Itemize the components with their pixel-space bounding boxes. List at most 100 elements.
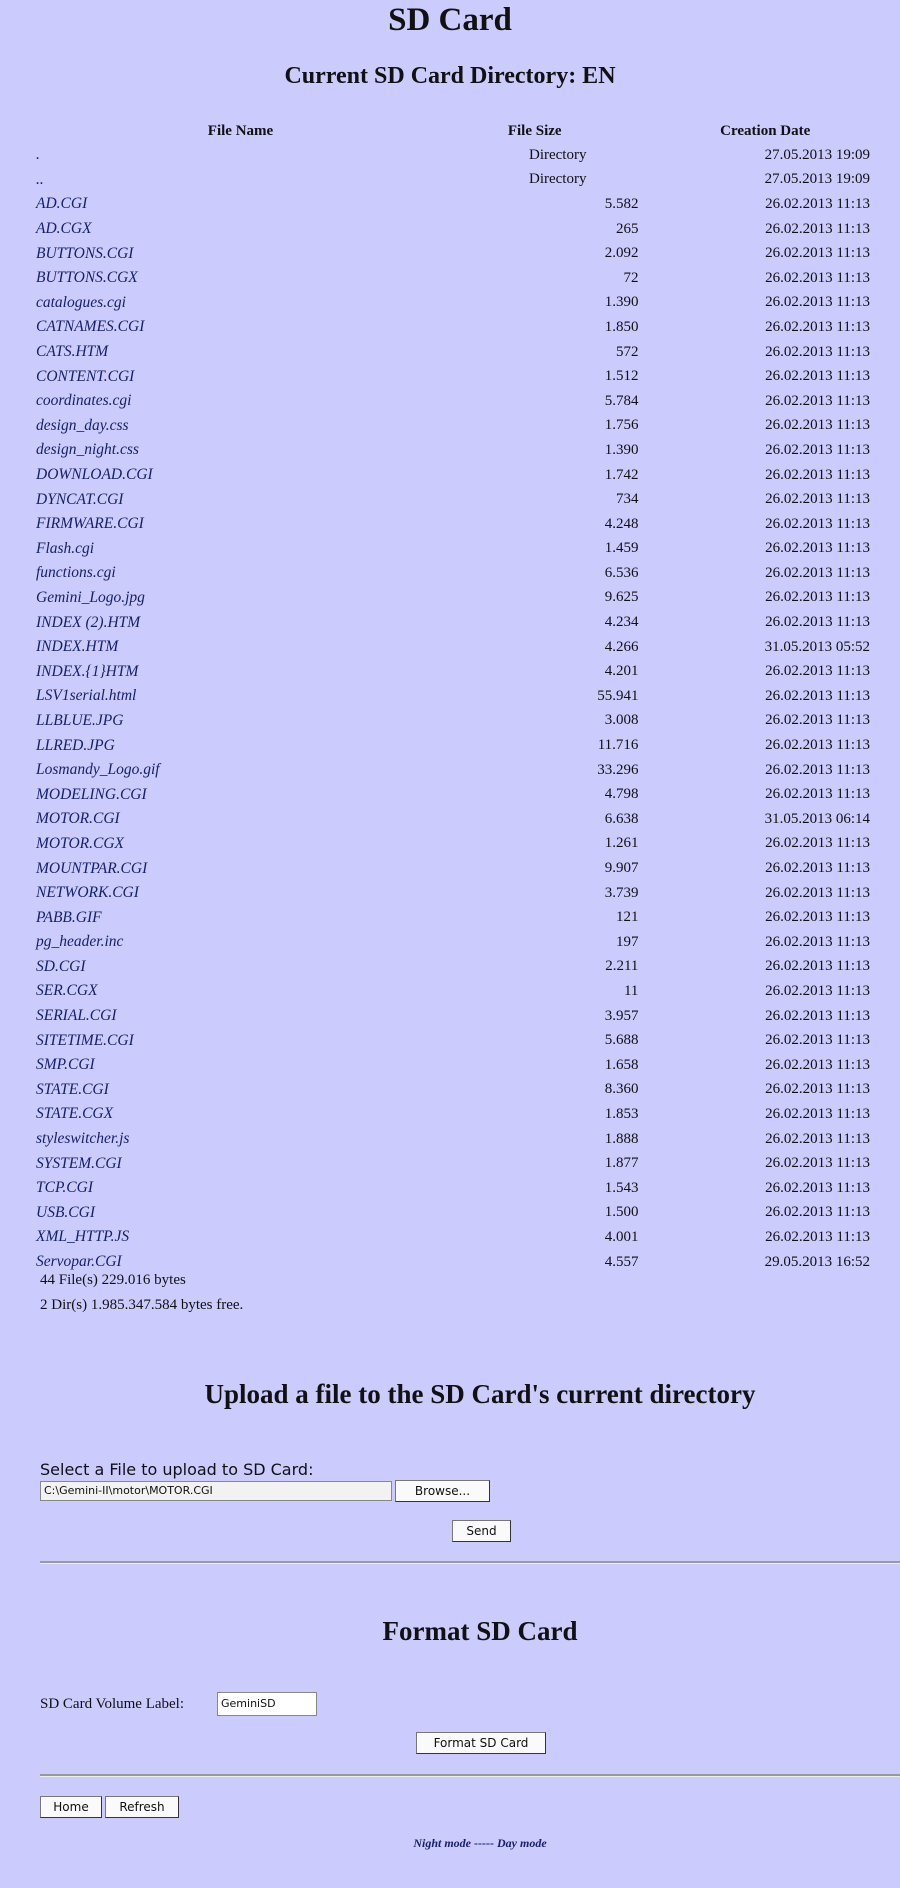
file-name-link[interactable]: INDEX (2).HTM [36,613,141,631]
creation-date: 26.02.2013 11:13 [765,515,870,532]
file-name-link[interactable]: LLBLUE.JPG [36,711,124,729]
volume-label-input[interactable]: GeminiSD [217,1692,317,1716]
file-name-link[interactable]: TCP.CGI [36,1179,93,1197]
table-row: styleswitcher.js 1.888 26.02.2013 11:13 [36,1127,870,1152]
file-name-link[interactable]: coordinates.cgi [36,392,132,410]
file-name-link[interactable]: NETWORK.CGI [36,884,139,902]
table-row: LLRED.JPG 11.716 26.02.2013 11:13 [36,733,870,758]
file-size: 9.625 [604,589,639,606]
file-name-link[interactable]: design_night.css [36,441,139,459]
creation-date: 26.02.2013 11:13 [765,884,870,901]
upload-label: Select a File to upload to SD Card: [40,1460,314,1479]
file-name-link[interactable]: LSV1serial.html [36,687,137,705]
file-size: 1.459 [604,540,639,557]
file-name-link[interactable]: STATE.CGX [36,1105,114,1123]
creation-date: 26.02.2013 11:13 [765,564,870,581]
creation-date: 26.02.2013 11:13 [765,1204,870,1221]
creation-date: 26.02.2013 11:13 [765,294,870,311]
file-name-link[interactable]: MODELING.CGI [36,785,147,803]
creation-date: 26.02.2013 11:13 [765,860,870,877]
file-name-link[interactable]: Losmandy_Logo.gif [36,761,160,779]
home-button[interactable]: Home [40,1796,102,1818]
file-name-link[interactable]: INDEX.HTM [36,638,119,656]
file-name-link[interactable]: XML_HTTP.JS [36,1228,130,1246]
file-name-link[interactable]: BUTTONS.CGX [36,269,138,287]
table-row: Flash.cgi 1.459 26.02.2013 11:13 [36,537,870,562]
creation-date: 26.02.2013 11:13 [765,220,870,237]
file-name-link[interactable]: MOUNTPAR.CGI [36,859,148,877]
directory-title: Current SD Card Directory: EN [284,63,616,89]
file-name-link[interactable]: SERIAL.CGI [36,1007,117,1025]
upload-file-input[interactable]: C:\Gemini-II\motor\MOTOR.CGI [40,1481,392,1501]
file-name-link[interactable]: design_day.css [36,416,129,434]
creation-date: 27.05.2013 19:09 [764,146,870,163]
table-row: DYNCAT.CGI 734 26.02.2013 11:13 [36,487,870,512]
creation-date: 26.02.2013 11:13 [765,663,870,680]
file-size: 4.248 [604,515,639,532]
creation-date: 26.02.2013 11:13 [765,909,870,926]
table-row: USB.CGI 1.500 26.02.2013 11:13 [36,1201,870,1226]
creation-date: 26.02.2013 11:13 [765,540,870,557]
night-mode-link[interactable]: Night mode [413,1836,472,1850]
file-size: 11 [623,982,639,999]
file-name-link[interactable]: DYNCAT.CGI [36,490,124,508]
file-name-link[interactable]: AD.CGX [36,220,92,238]
file-name-link[interactable]: catalogues.cgi [36,293,126,311]
file-size: 1.850 [604,318,639,335]
file-size: 1.877 [604,1155,639,1172]
file-name-link[interactable]: CATNAMES.CGI [36,318,145,336]
file-size: 734 [615,491,639,508]
file-name-link[interactable]: STATE.CGI [36,1080,109,1098]
file-name-link[interactable]: INDEX.{1}HTM [36,662,139,680]
file-name-link[interactable]: CONTENT.CGI [36,367,135,385]
file-name-link[interactable]: LLRED.JPG [36,736,115,754]
table-header-row: File Name File Size Creation Date [36,119,870,143]
file-name-link[interactable]: pg_header.inc [36,933,124,951]
file-size: 1.756 [604,417,639,434]
file-name-link[interactable]: BUTTONS.CGI [36,244,134,262]
file-name-link[interactable]: .. [36,170,44,188]
table-row: design_day.css 1.756 26.02.2013 11:13 [36,414,870,439]
browse-button[interactable]: Browse... [395,1480,490,1502]
file-name-link[interactable]: DOWNLOAD.CGI [36,466,153,484]
file-name-link[interactable]: MOTOR.CGX [36,834,124,852]
file-name-link[interactable]: Gemini_Logo.jpg [36,588,145,606]
file-name-link[interactable]: . [36,146,40,164]
file-name-link[interactable]: SD.CGI [36,957,86,975]
table-row: CATS.HTM 572 26.02.2013 11:13 [36,340,870,365]
file-name-link[interactable]: SMP.CGI [36,1056,95,1074]
file-size: 1.742 [604,466,639,483]
file-name-link[interactable]: AD.CGI [36,195,88,213]
refresh-button[interactable]: Refresh [105,1796,179,1818]
table-row: MODELING.CGI 4.798 26.02.2013 11:13 [36,782,870,807]
creation-date: 26.02.2013 11:13 [765,1105,870,1122]
send-button[interactable]: Send [452,1520,511,1542]
file-size: 2.092 [604,245,639,262]
file-name-link[interactable]: functions.cgi [36,564,116,582]
file-name-link[interactable]: PABB.GIF [36,908,102,926]
section-divider [40,1561,900,1564]
creation-date: 26.02.2013 11:13 [765,712,870,729]
header-creation-date: Creation Date [720,122,811,139]
table-row: LSV1serial.html 55.941 26.02.2013 11:13 [36,684,870,709]
table-row: . Directory 27.05.2013 19:09 [36,143,870,168]
file-name-link[interactable]: SER.CGX [36,982,98,1000]
file-size: 572 [615,343,639,360]
file-name-link[interactable]: CATS.HTM [36,343,109,361]
file-name-link[interactable]: SYSTEM.CGI [36,1154,122,1172]
file-name-link[interactable]: MOTOR.CGI [36,810,120,828]
file-size: 1.658 [604,1056,639,1073]
table-row: INDEX (2).HTM 4.234 26.02.2013 11:13 [36,610,870,635]
file-size: 1.853 [604,1105,639,1122]
file-name-link[interactable]: USB.CGI [36,1203,95,1221]
creation-date: 31.05.2013 05:52 [764,638,870,655]
file-name-link[interactable]: Servopar.CGI [36,1253,122,1271]
day-mode-link[interactable]: Day mode [497,1836,547,1850]
file-size: 1.512 [604,368,639,385]
format-sd-card-button[interactable]: Format SD Card [416,1732,546,1754]
file-name-link[interactable]: Flash.cgi [36,539,95,557]
file-name-link[interactable]: styleswitcher.js [36,1130,130,1148]
file-name-link[interactable]: FIRMWARE.CGI [36,515,144,533]
file-size: Directory [528,171,587,188]
file-name-link[interactable]: SITETIME.CGI [36,1031,134,1049]
